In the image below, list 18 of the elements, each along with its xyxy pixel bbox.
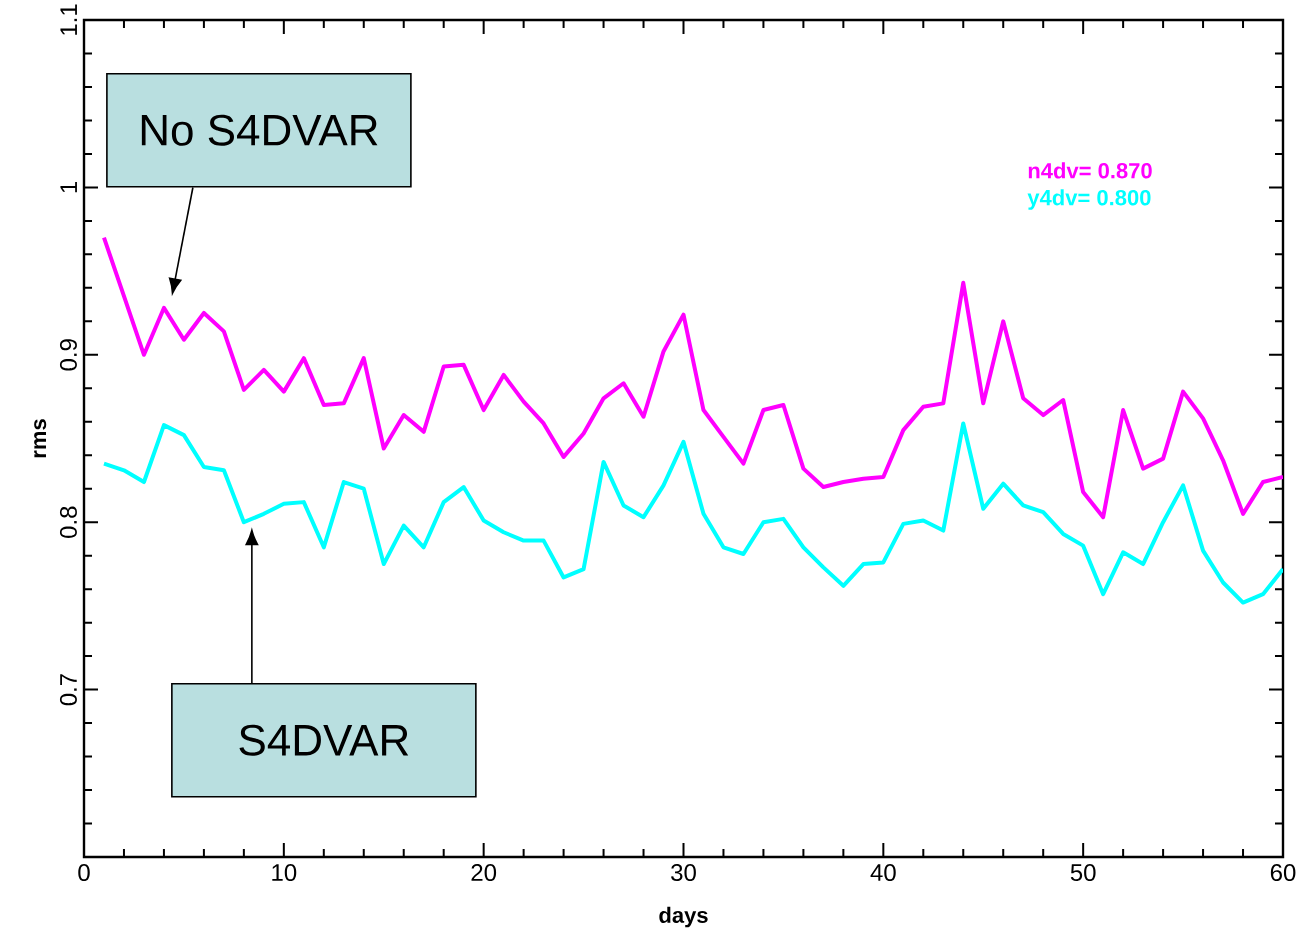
x-tick-label: 0 — [78, 864, 90, 882]
x-tick-label: 50 — [1070, 864, 1096, 882]
y-axis-title: rms — [34, 419, 47, 458]
text: n4dv= 0.870 — [1028, 162, 1152, 179]
x-tick-label: 40 — [870, 864, 896, 882]
annotation: S4DVAR — [239, 724, 409, 756]
y-tick-label: 1.1 — [60, 4, 77, 35]
text: y4dv= 0.800 — [1027, 189, 1151, 210]
y-tick-label: 1 — [60, 181, 77, 193]
x-axis-title: days — [659, 906, 708, 928]
annotation: No S4DVAR — [141, 114, 378, 146]
x-tick-label: 20 — [471, 864, 497, 882]
y-tick-label: 0.9 — [59, 339, 77, 371]
x-tick-label: 30 — [671, 864, 696, 882]
x-tick-label: 60 — [1270, 864, 1296, 882]
y-tick-label: 0.8 — [59, 506, 77, 538]
x-tick-label: 10 — [272, 864, 297, 882]
y-tick-label: 0.7 — [59, 674, 77, 706]
